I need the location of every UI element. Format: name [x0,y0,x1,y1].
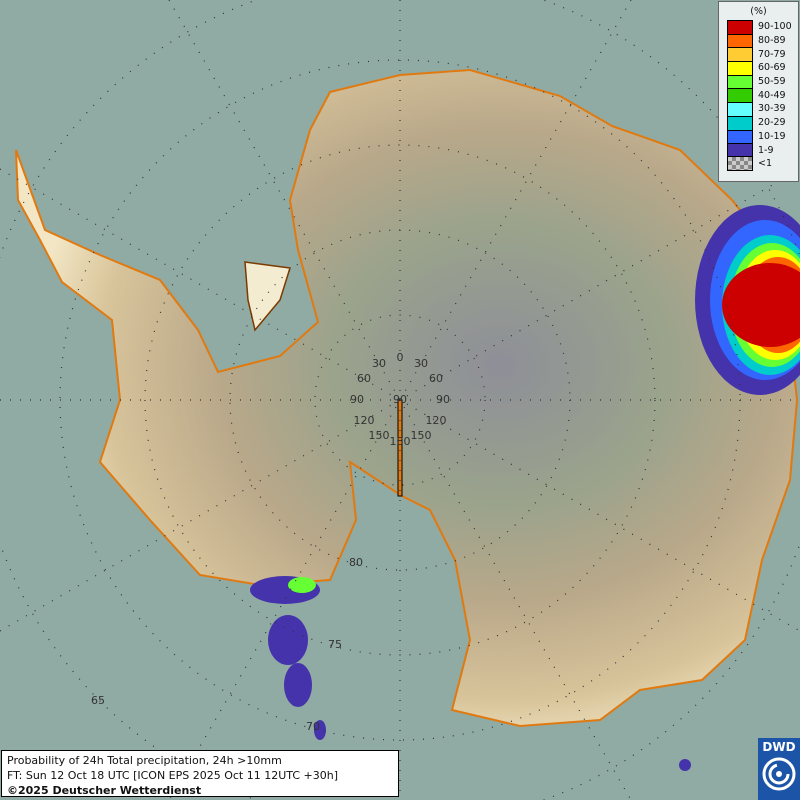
longitude-labels: 0 30 30 60 60 90 90 90 120 120 150 150 1… [350,351,450,448]
legend-label: 60-69 [758,62,786,74]
svg-text:90: 90 [350,393,364,406]
svg-text:60: 60 [357,372,371,385]
svg-text:80: 80 [349,556,363,569]
legend-label: 70-79 [758,48,786,60]
meridian-line [397,399,403,497]
legend-item: 20-29 [719,115,798,130]
svg-text:70: 70 [306,720,320,733]
legend-label: 1-9 [758,144,774,156]
ice-shelf [244,261,291,332]
forecast-time: FT: Sun 12 Oct 18 UTC [ICON EPS 2025 Oct… [7,769,339,782]
legend-item: 70-79 [719,47,798,62]
svg-text:30: 30 [414,357,428,370]
legend-item: 30-39 [719,102,798,116]
legend-swatch [727,88,753,103]
legend: (%) 90-100 80-89 70-79 60-69 50-59 40-49 30-39… [718,1,799,182]
legend-item: 1-9 [719,143,798,157]
dwd-logo: DWD [758,738,800,800]
legend-label: 30-39 [758,103,786,115]
svg-text:30: 30 [372,357,386,370]
swirl-icon [762,757,796,791]
legend-label: 90-100 [758,21,792,33]
svg-text:60: 60 [429,372,443,385]
legend-swatch [727,102,753,116]
legend-swatch [727,20,753,34]
precip-south [250,576,691,771]
legend-item: 40-49 [719,88,798,103]
svg-text:150: 150 [411,429,432,442]
legend-swatch [727,129,753,144]
svg-text:65: 65 [91,694,105,707]
svg-text:0: 0 [397,351,404,364]
legend-label: <1 [758,158,773,170]
legend-swatch [727,143,753,157]
legend-swatch [727,115,753,130]
legend-swatch [727,61,753,75]
svg-text:90: 90 [436,393,450,406]
legend-swatch [727,47,753,62]
legend-item: 90-100 [719,20,798,34]
dwd-logo-text: DWD [762,740,796,754]
legend-label: 20-29 [758,117,786,129]
copyright: ©2025 Deutscher Wetterdienst [7,784,202,797]
svg-text:150: 150 [369,429,390,442]
legend-label: 10-19 [758,130,786,142]
precip-east [695,205,800,395]
legend-swatch [727,156,753,172]
legend-unit: (%) [750,6,767,17]
legend-label: 50-59 [758,76,786,88]
legend-swatch [727,33,753,48]
svg-text:75: 75 [328,638,342,651]
svg-text:120: 120 [354,414,375,427]
svg-text:120: 120 [426,414,447,427]
legend-label: 40-49 [758,89,786,101]
latitude-labels: 80 75 70 65 [91,556,363,733]
legend-item: <1 [719,156,798,172]
svg-text:90: 90 [393,393,407,406]
legend-item: 50-59 [719,74,798,89]
legend-label: 80-89 [758,35,786,47]
legend-item: 80-89 [719,33,798,48]
legend-item: 10-19 [719,129,798,144]
svg-text:180: 180 [390,435,411,448]
legend-swatch [727,74,753,89]
info-box: Probability of 24h Total precipitation, … [1,750,399,797]
product-title: Probability of 24h Total precipitation, … [7,754,282,767]
legend-item: 60-69 [719,61,798,75]
